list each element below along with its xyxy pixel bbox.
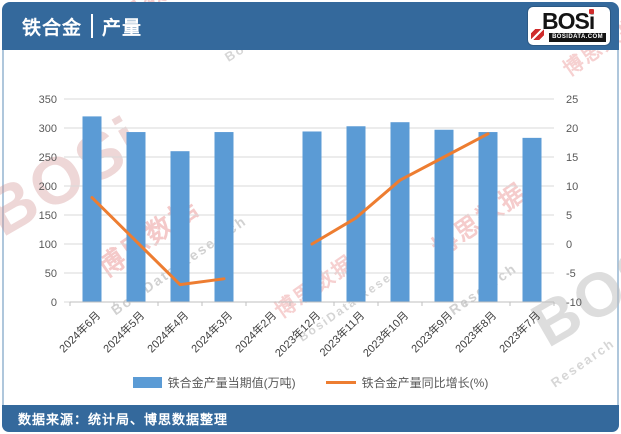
legend-line-swatch — [325, 380, 356, 384]
logo-slash-icon — [531, 29, 544, 40]
bosi-logo: BOSi BOSIDATA.COM — [528, 7, 610, 45]
left-axis-tick-label: 50 — [45, 268, 57, 280]
x-axis-category-label: 2024年6月 — [56, 308, 103, 355]
chart-legend: 铁合金产量当期值(万吨) 铁合金产量同比增长(%) — [0, 373, 621, 391]
x-axis-category-label: 2023年9月 — [408, 308, 455, 355]
bar — [302, 131, 322, 302]
right-axis-tick-label: -5 — [566, 268, 576, 280]
legend-line-label: 铁合金产量同比增长(%) — [361, 375, 489, 390]
x-axis-category-label: 2023年11月 — [316, 308, 367, 359]
right-axis-tick-label: 0 — [566, 239, 572, 251]
line-series — [90, 196, 226, 287]
x-axis-category-label: 2024年5月 — [100, 308, 147, 355]
bar — [214, 132, 234, 302]
bar — [126, 132, 146, 302]
left-axis-tick-label: 100 — [39, 239, 57, 251]
header-bar: 铁合金 产量 BOSi BOSIDATA.COM — [2, 2, 619, 50]
logo-text-i: i — [588, 8, 595, 34]
left-axis-tick-label: 250 — [39, 152, 57, 164]
title-divider — [91, 14, 94, 38]
right-axis-tick-label: 25 — [566, 94, 578, 106]
left-axis-tick-label: 0 — [51, 297, 57, 309]
page-title-left: 铁合金 — [22, 17, 83, 39]
right-axis-tick-label: 10 — [566, 181, 578, 193]
legend-bar-swatch — [132, 376, 162, 388]
x-axis-category-label: 2024年2月 — [232, 308, 279, 355]
x-axis-category-label: 2023年8月 — [452, 308, 499, 355]
x-axis-category-label: 2024年3月 — [188, 308, 235, 355]
left-axis-tick-label: 350 — [39, 94, 57, 106]
page-title: 铁合金 产量 — [22, 13, 142, 40]
left-axis-tick-label: 150 — [39, 210, 57, 222]
legend-bar-label: 铁合金产量当期值(万吨) — [167, 375, 296, 390]
bar — [170, 151, 190, 302]
page-title-right: 产量 — [102, 17, 143, 39]
logo-text-main: BOS — [542, 8, 590, 34]
bar — [390, 122, 410, 302]
content-frame — [2, 50, 619, 406]
right-axis-tick-label: 15 — [566, 152, 578, 164]
right-axis-tick-label: 5 — [566, 210, 572, 222]
left-axis-tick-label: 200 — [39, 181, 57, 193]
bar — [82, 116, 102, 303]
legend-item-line: 铁合金产量同比增长(%) — [325, 374, 489, 391]
x-axis-category-label: 2023年10月 — [360, 308, 411, 359]
bar — [522, 137, 542, 302]
data-source-text: 数据来源：统计局、博思数据整理 — [18, 412, 229, 427]
legend-item-bar: 铁合金产量当期值(万吨) — [132, 374, 296, 391]
left-axis-tick-label: 300 — [39, 123, 57, 135]
chart-canvas: 0 50 100 150 200 250 300 350 -10 -5 0 5 10 15 20 25 2024… — [39, 94, 582, 360]
x-axis-category-label: 2023年7月 — [496, 308, 543, 355]
bar — [434, 129, 454, 302]
bar — [346, 126, 366, 302]
logo-domain: BOSIDATA.COM — [549, 33, 606, 42]
x-axis-category-label: 2023年12月 — [272, 308, 323, 359]
right-axis-tick-label: 20 — [566, 123, 578, 135]
right-axis-tick-label: -10 — [566, 297, 582, 309]
logo-text: BOSi — [542, 8, 595, 35]
x-axis-category-label: 2024年4月 — [144, 308, 191, 355]
line-series — [310, 132, 490, 246]
footer-bar: 数据来源：统计局、博思数据整理 — [2, 405, 619, 432]
bar — [478, 132, 498, 302]
